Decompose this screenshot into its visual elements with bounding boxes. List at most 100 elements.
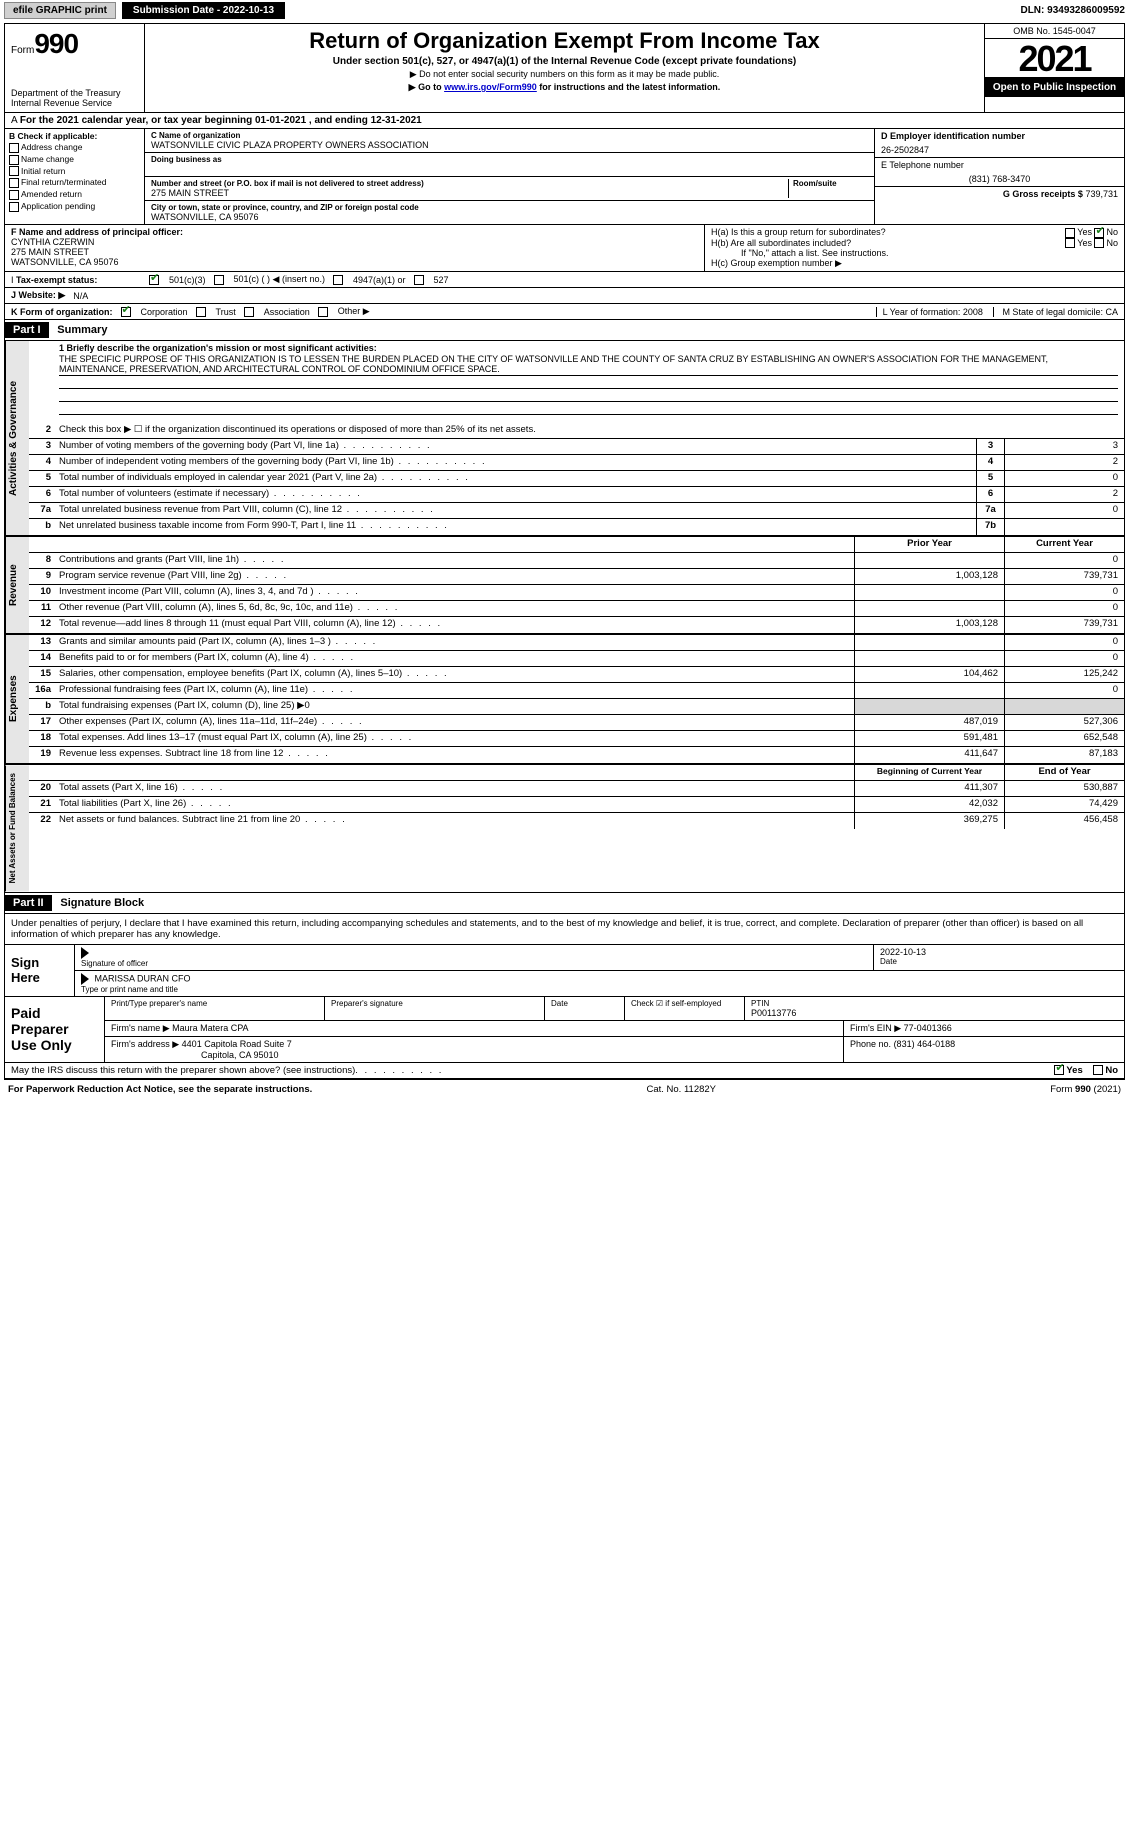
- open-public-badge: Open to Public Inspection: [985, 78, 1124, 97]
- line-desc: Check this box ▶ ☐ if the organization d…: [55, 423, 1124, 438]
- phone-label: E Telephone number: [881, 160, 1118, 170]
- cat-number: Cat. No. 11282Y: [646, 1084, 716, 1095]
- line-desc: Total number of individuals employed in …: [55, 471, 976, 486]
- perjury-declaration: Under penalties of perjury, I declare th…: [5, 914, 1124, 945]
- section-revenue: Revenue: [5, 537, 29, 633]
- line-desc: Number of independent voting members of …: [55, 455, 976, 470]
- firm-phone: (831) 464-0188: [894, 1039, 956, 1049]
- line-prior: 369,275: [854, 813, 1004, 829]
- opt-trust: Trust: [216, 307, 236, 317]
- sign-here-label: Sign Here: [5, 945, 75, 996]
- form-number: Form990: [11, 28, 138, 60]
- line-prior: 411,647: [854, 747, 1004, 763]
- mission-text: THE SPECIFIC PURPOSE OF THIS ORGANIZATIO…: [59, 353, 1118, 376]
- chk-ha-no[interactable]: [1094, 228, 1104, 238]
- irs-link[interactable]: www.irs.gov/Form990: [444, 82, 537, 92]
- mission-label: 1 Briefly describe the organization's mi…: [59, 343, 1118, 353]
- hb-label: H(b) Are all subordinates included?: [711, 238, 851, 249]
- opt-501c3: 501(c)(3): [169, 275, 206, 285]
- line-current: 125,242: [1004, 667, 1124, 682]
- line-prior: 42,032: [854, 797, 1004, 812]
- tax-period: A For the 2021 calendar year, or tax yea…: [5, 113, 1124, 129]
- line-num: 17: [29, 715, 55, 730]
- discuss-no: No: [1105, 1065, 1118, 1076]
- chk-hb-yes[interactable]: [1065, 238, 1075, 248]
- line-num: 10: [29, 585, 55, 600]
- chk-corp[interactable]: [121, 307, 131, 317]
- chk-discuss-no[interactable]: [1093, 1065, 1103, 1075]
- print-name-label: Print/Type preparer's name: [111, 999, 318, 1008]
- section-governance: Activities & Governance: [5, 341, 29, 535]
- ha-no: No: [1106, 227, 1118, 237]
- chk-address-change[interactable]: [9, 143, 19, 153]
- tax-year: 2021: [985, 39, 1124, 78]
- chk-ha-yes[interactable]: [1065, 228, 1075, 238]
- tax-status-label: I Tax-exempt status:: [11, 275, 141, 285]
- dots-fill: [355, 1065, 443, 1076]
- section-net-assets: Net Assets or Fund Balances: [5, 765, 29, 891]
- omb-number: OMB No. 1545-0047: [985, 24, 1124, 39]
- line-value: 2: [1004, 487, 1124, 502]
- chk-discuss-yes[interactable]: [1054, 1065, 1064, 1075]
- street-address: 275 MAIN STREET: [151, 188, 788, 198]
- chk-501c3[interactable]: [149, 275, 159, 285]
- chk-final-return[interactable]: [9, 178, 19, 188]
- form-990-num: 990: [34, 28, 78, 59]
- prep-sig-label: Preparer's signature: [331, 999, 538, 1008]
- line-desc: Total fundraising expenses (Part IX, col…: [55, 699, 854, 714]
- chk-assoc[interactable]: [244, 307, 254, 317]
- ptin-value: P00113776: [751, 1008, 1118, 1018]
- officer-addr1: 275 MAIN STREET: [11, 247, 698, 257]
- line-value: 0: [1004, 471, 1124, 486]
- self-employed-check: Check ☑ if self-employed: [625, 997, 745, 1020]
- line-num: 13: [29, 635, 55, 650]
- firm-name: Maura Matera CPA: [172, 1023, 248, 1033]
- line-desc: Other revenue (Part VIII, column (A), li…: [55, 601, 854, 616]
- addr-label: Number and street (or P.O. box if mail i…: [151, 179, 788, 188]
- opt-amended: Amended return: [21, 189, 82, 199]
- state-domicile: M State of legal domicile: CA: [993, 307, 1118, 317]
- line-current: 0: [1004, 651, 1124, 666]
- korg-label: K Form of organization:: [11, 307, 113, 317]
- chk-other[interactable]: [318, 307, 328, 317]
- chk-4947[interactable]: [333, 275, 343, 285]
- chk-trust[interactable]: [196, 307, 206, 317]
- chk-name-change[interactable]: [9, 155, 19, 165]
- line-num: 3: [29, 439, 55, 454]
- line-num: 5: [29, 471, 55, 486]
- ha-yes: Yes: [1077, 227, 1092, 237]
- line-num: 8: [29, 553, 55, 568]
- line-desc: Total assets (Part X, line 16): [55, 781, 854, 796]
- end-year-header: End of Year: [1004, 765, 1124, 780]
- opt-final-return: Final return/terminated: [21, 177, 107, 187]
- efile-badge: efile GRAPHIC print: [4, 2, 116, 19]
- paid-preparer-label: Paid Preparer Use Only: [5, 997, 105, 1062]
- line-value: 2: [1004, 455, 1124, 470]
- chk-amended[interactable]: [9, 190, 19, 200]
- opt-name-change: Name change: [21, 154, 74, 164]
- line-prior: [854, 683, 1004, 698]
- chk-527[interactable]: [414, 275, 424, 285]
- chk-app-pending[interactable]: [9, 202, 19, 212]
- line-box: 5: [976, 471, 1004, 486]
- chk-hb-no[interactable]: [1094, 238, 1104, 248]
- city-label: City or town, state or province, country…: [151, 203, 868, 212]
- firm-ein-label: Firm's EIN ▶: [850, 1023, 901, 1033]
- line-prior: [854, 601, 1004, 616]
- line-desc: Professional fundraising fees (Part IX, …: [55, 683, 854, 698]
- firm-addr-label: Firm's address ▶: [111, 1039, 179, 1049]
- discuss-yes: Yes: [1066, 1065, 1082, 1076]
- line-num: 11: [29, 601, 55, 616]
- hb-note: If "No," attach a list. See instructions…: [711, 248, 1118, 258]
- line-current: 87,183: [1004, 747, 1124, 763]
- opt-other: Other ▶: [338, 306, 370, 317]
- chk-initial-return[interactable]: [9, 166, 19, 176]
- line-prior: 591,481: [854, 731, 1004, 746]
- chk-501c[interactable]: [214, 275, 224, 285]
- line-desc: Contributions and grants (Part VIII, lin…: [55, 553, 854, 568]
- ha-label: H(a) Is this a group return for subordin…: [711, 227, 886, 238]
- line-value: [1004, 519, 1124, 535]
- line-current: 0: [1004, 585, 1124, 600]
- line-prior-gray: [854, 699, 1004, 714]
- line-prior: 487,019: [854, 715, 1004, 730]
